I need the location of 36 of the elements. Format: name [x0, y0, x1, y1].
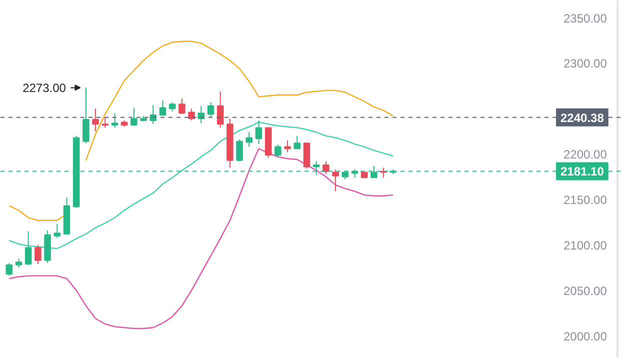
y-tick-label: 2050.00	[564, 284, 608, 298]
y-tick-label: 2150.00	[564, 192, 608, 207]
candlestick	[188, 108, 195, 121]
candlestick	[6, 262, 13, 276]
candlestick	[303, 142, 310, 170]
candlestick	[111, 112, 118, 128]
candlestick	[92, 108, 99, 132]
candlestick	[102, 117, 109, 128]
candlestick	[82, 87, 90, 144]
y-tick-label: 2300.00	[564, 56, 608, 71]
candlestick	[274, 144, 282, 158]
candlestick	[159, 100, 166, 116]
y-tick-label: 2350.00	[564, 11, 608, 26]
candlestick	[54, 224, 61, 238]
ref-line-label: 2181.10	[560, 164, 604, 179]
annotation: 2273.00	[22, 81, 66, 96]
y-tick-label: 2100.00	[564, 238, 608, 252]
candlestick	[294, 135, 301, 150]
candlestick	[34, 244, 42, 265]
candlestick	[236, 139, 243, 162]
candlestick	[216, 90, 224, 128]
candlestick	[255, 120, 262, 145]
y-tick-label: 2200.00	[564, 148, 608, 162]
candlestick	[15, 258, 22, 268]
candlestick	[332, 169, 339, 192]
candlestick	[246, 132, 253, 148]
candlestick	[207, 102, 214, 118]
candlestick	[168, 102, 176, 112]
candlestick	[130, 107, 138, 126]
ref-line-label: 2240.38	[560, 110, 604, 125]
line-series	[8, 148, 394, 330]
candlestick	[178, 98, 186, 115]
candlestick	[24, 230, 32, 266]
candlestick	[284, 140, 291, 153]
y-tick-label: 2000.00	[564, 329, 608, 344]
candlestick	[322, 160, 330, 175]
